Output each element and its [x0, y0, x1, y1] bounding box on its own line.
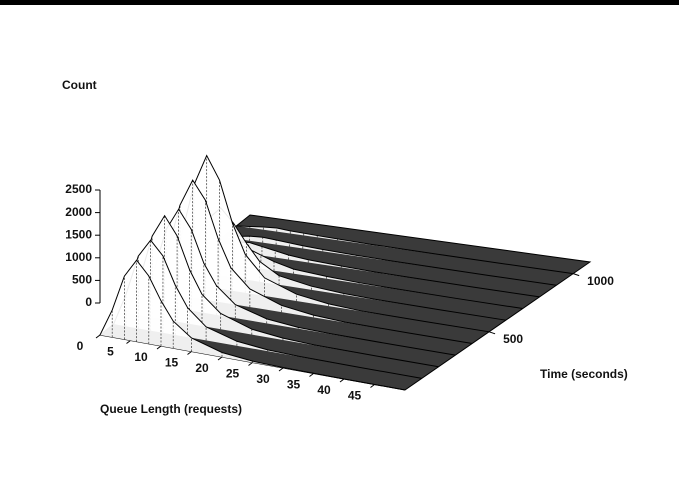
z-tick-label: 1500 — [65, 227, 92, 241]
z-tick-label: 1000 — [65, 250, 92, 264]
slice-line — [113, 239, 422, 379]
x-tick-label: 45 — [348, 389, 362, 403]
x-tick — [217, 356, 223, 361]
z-tick-label: 0 — [85, 295, 92, 309]
z-tick-label: 2000 — [65, 205, 92, 219]
x-tick-label: 10 — [134, 350, 148, 364]
x-tick — [156, 345, 162, 350]
slice-fill — [100, 260, 405, 390]
slice-line — [154, 179, 473, 344]
x-tick — [126, 340, 131, 344]
y-tick — [573, 273, 580, 277]
x-tick-label: 30 — [256, 372, 270, 386]
x-tick — [309, 373, 314, 377]
x-tick-label: 20 — [195, 361, 209, 375]
x-tick — [187, 351, 192, 355]
x-tick — [339, 378, 345, 383]
x-tick-label: 25 — [226, 367, 240, 381]
x-tick-label: 40 — [317, 383, 331, 397]
z-tick-label: 500 — [72, 273, 92, 287]
slice-line — [222, 235, 557, 286]
y-axis-label: Time (seconds) — [540, 367, 628, 381]
slice-line — [99, 259, 406, 391]
z-axis-label: Count — [62, 78, 97, 92]
x-tick — [248, 362, 253, 366]
slice-line — [126, 214, 439, 368]
x-tick-label: 5 — [107, 345, 114, 359]
x-tick — [278, 367, 284, 372]
x-tick-label: 15 — [165, 356, 179, 370]
x-tick-label: 35 — [287, 378, 301, 392]
x-tick-label: 0 — [77, 339, 84, 353]
z-tick-label: 2500 — [65, 182, 92, 196]
x-axis-label: Queue Length (requests) — [100, 402, 242, 416]
y-tick-label: 500 — [503, 332, 523, 346]
top-rule — [0, 0, 679, 5]
x-tick — [370, 384, 375, 388]
y-tick-label: 1000 — [587, 274, 614, 288]
x-tick — [95, 334, 101, 339]
y-tick — [488, 331, 496, 335]
slice-line — [236, 225, 574, 275]
slice-fill — [140, 209, 456, 356]
